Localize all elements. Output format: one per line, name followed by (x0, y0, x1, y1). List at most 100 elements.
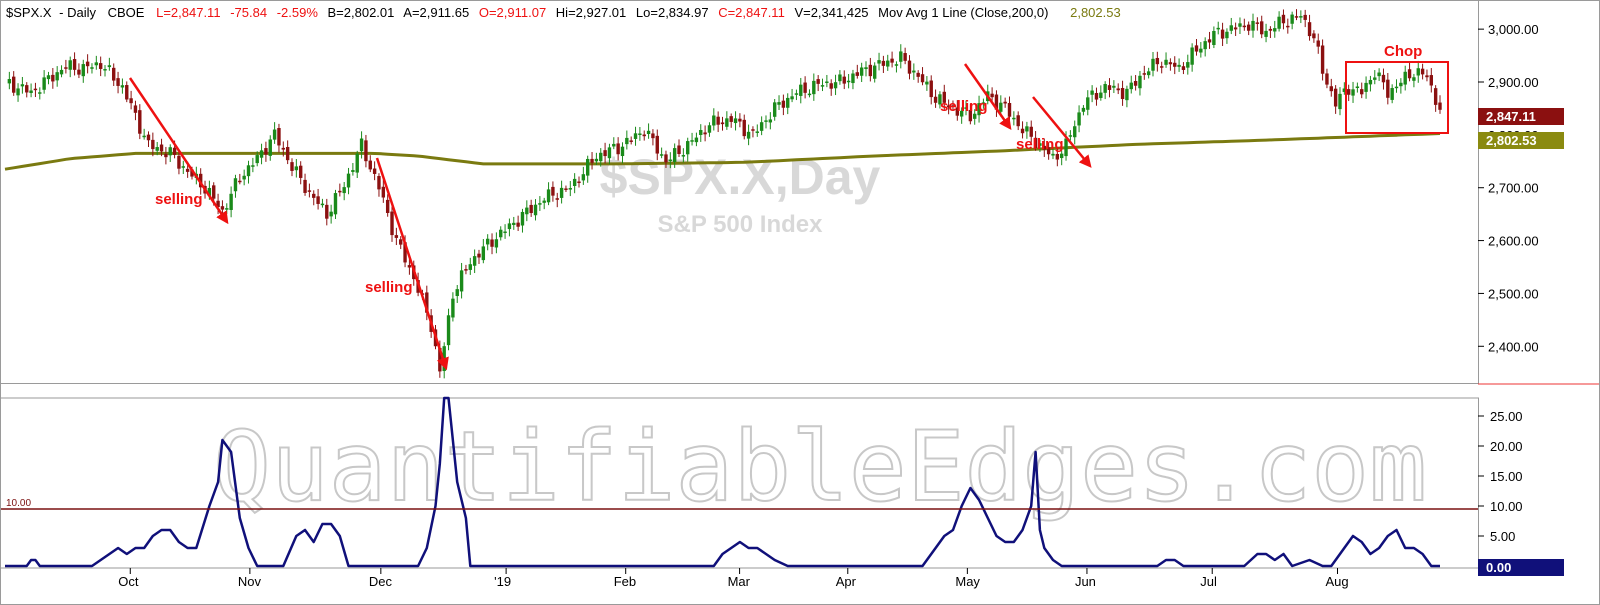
candle-body (1207, 39, 1212, 43)
candle-body (1159, 66, 1164, 68)
selling-arrow-2 (375, 157, 449, 371)
candle-body (942, 91, 946, 103)
candle-body (325, 204, 329, 219)
candle-body (259, 150, 264, 158)
price-tick-label: 2,900.00 (1488, 75, 1539, 90)
candle-body (886, 60, 890, 67)
candle-body (1338, 93, 1342, 110)
candle-body (1264, 30, 1268, 37)
candle-body (459, 270, 464, 292)
candle-body (1368, 79, 1373, 85)
candle-body (790, 96, 794, 100)
candle-body (829, 83, 833, 89)
candle-body (98, 63, 103, 69)
candle-body (903, 53, 907, 61)
price-tick-label: 2,400.00 (1488, 339, 1539, 354)
selling-arrow-4 (1032, 96, 1092, 168)
candle-body (733, 118, 738, 124)
candle-body (1377, 72, 1381, 77)
candle-body (399, 239, 403, 245)
candle-body (1294, 16, 1299, 18)
candle-body (55, 72, 59, 81)
candle-body (333, 193, 338, 215)
candle-body (559, 187, 564, 198)
selling-arrows (128, 63, 1092, 371)
ma-price-badge: 2,802.53 (1478, 132, 1564, 149)
candle-body (1212, 30, 1216, 46)
candle-body (777, 102, 781, 105)
indicator-tick-label: 15.00 (1490, 469, 1523, 484)
candle-body (959, 110, 964, 117)
candle-body (768, 119, 773, 123)
candle-body (33, 88, 38, 91)
candle-body (1346, 89, 1351, 95)
candle-body (51, 74, 55, 82)
date-axis: Oct Nov Dec '19 Feb Mar Apr May Jun Jul Aug (118, 568, 1349, 589)
candle-body (372, 168, 377, 174)
candle-body (864, 67, 868, 69)
candle-body (846, 80, 851, 83)
candle-body (11, 76, 16, 93)
candle-body (159, 144, 164, 152)
header-ma-label: Mov Avg 1 Line (Close,200,0) (878, 5, 1048, 20)
candle-body (625, 137, 629, 145)
chop-label: Chop (1384, 43, 1422, 60)
candle-body (555, 198, 559, 200)
candle-body (551, 186, 555, 196)
candle-body (42, 77, 46, 90)
indicator-tick-label: 5.00 (1490, 529, 1515, 544)
candle-body (594, 158, 599, 162)
candle-body (472, 256, 477, 266)
selling-arrow-1 (128, 77, 229, 225)
candle-body (1203, 41, 1207, 50)
candle-body (1307, 22, 1312, 37)
candle-body (803, 82, 807, 93)
candle-body (529, 204, 533, 214)
candle-body (877, 60, 881, 64)
candle-body (964, 107, 968, 109)
candle-body (1225, 31, 1229, 39)
candle-body (38, 92, 42, 94)
candle-body (446, 315, 451, 346)
candle-body (651, 133, 655, 139)
candle-body (681, 155, 686, 157)
candle-body (533, 204, 538, 216)
candle-body (520, 211, 525, 226)
candle-body (929, 80, 933, 98)
candle-body (738, 118, 742, 122)
candle-body (1355, 86, 1360, 89)
candle-body (1255, 22, 1260, 24)
candle-body (512, 222, 516, 225)
candle-body (1342, 88, 1347, 92)
candle-body (1303, 14, 1307, 20)
candle-body (1033, 137, 1038, 148)
candle-body (485, 238, 490, 245)
candle-body (407, 265, 412, 268)
candle-body (1133, 80, 1138, 86)
candle-body (181, 166, 185, 168)
candle-body (277, 127, 281, 146)
candle-body (1199, 48, 1203, 53)
candle-body (607, 147, 612, 159)
candle-body (1173, 62, 1177, 67)
candle-body (1112, 85, 1116, 88)
candle-body (368, 160, 372, 170)
candle-body (1229, 25, 1233, 31)
candle-body (1381, 74, 1386, 83)
watermark-subtitle: S&P 500 Index (658, 211, 824, 238)
candle-body (1090, 90, 1094, 95)
candle-body (342, 187, 346, 194)
candle-body (1094, 93, 1099, 100)
candle-body (85, 61, 90, 67)
candle-body (351, 170, 355, 172)
candle-body (1325, 73, 1329, 85)
candle-body (316, 196, 320, 204)
header-close: C=2,847.11 (718, 5, 785, 20)
candle-body (572, 178, 577, 186)
candle-body (1351, 89, 1355, 96)
candle-body (542, 200, 546, 203)
last-price-badge: 2,847.11 (1478, 108, 1564, 125)
candle-body (1146, 71, 1151, 76)
